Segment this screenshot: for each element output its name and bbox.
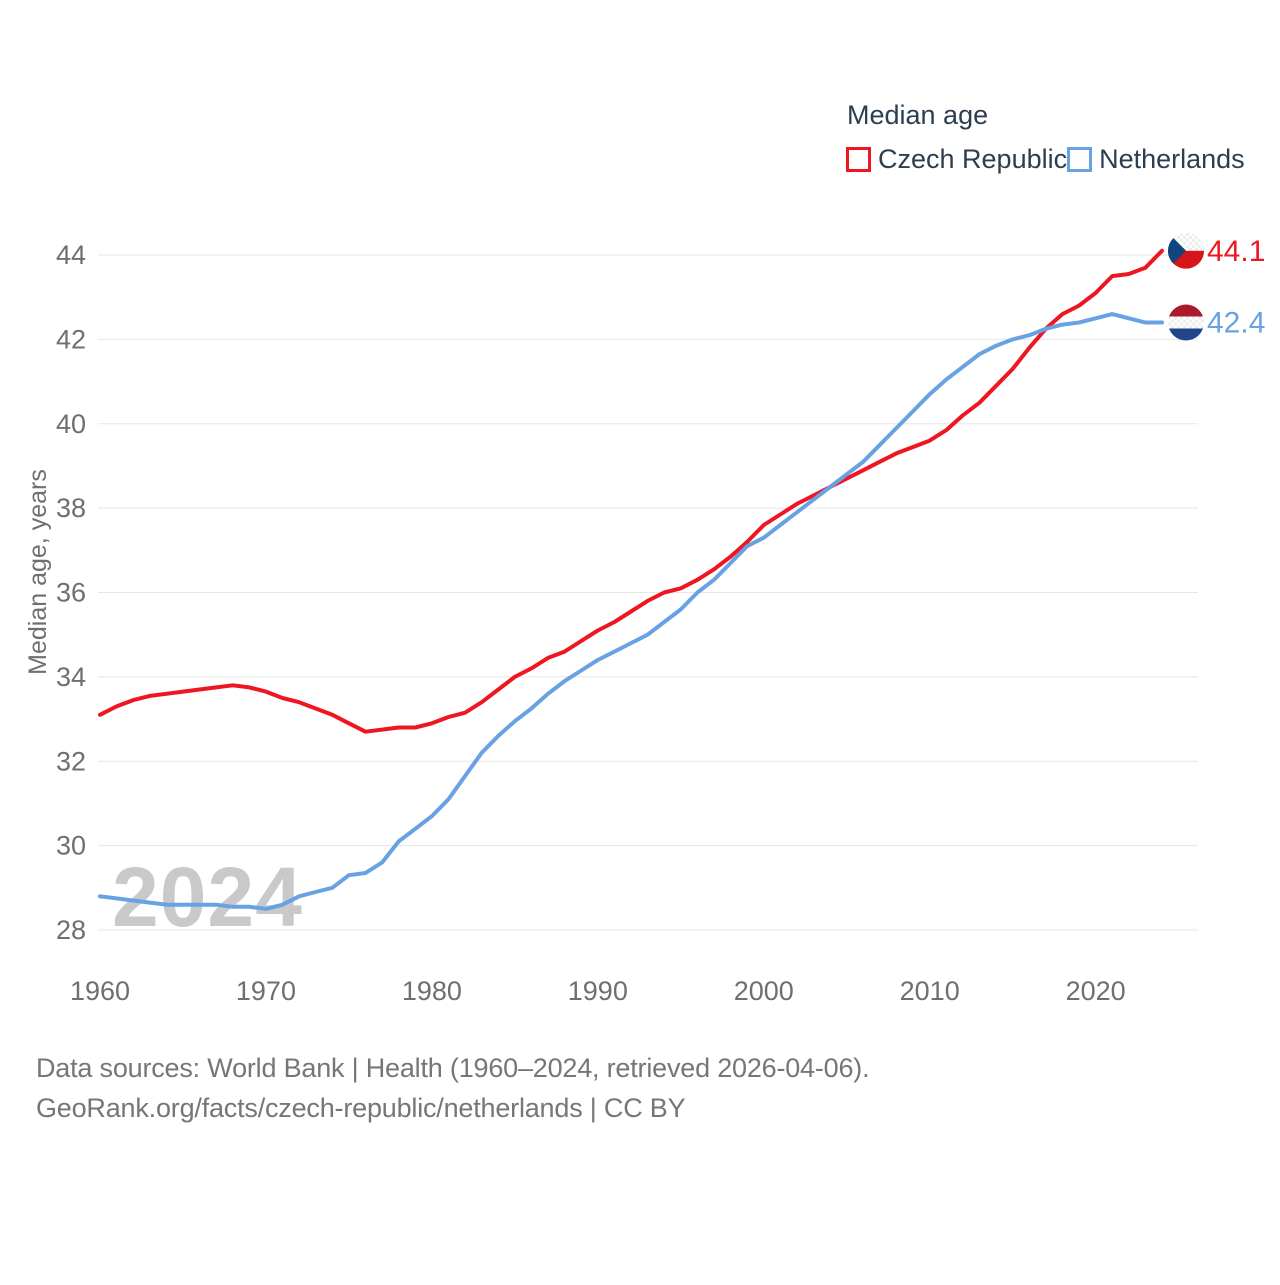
czech-flag-icon bbox=[1168, 232, 1204, 269]
line-czech-republic bbox=[98, 248, 1164, 734]
y-tick-label-44: 44 bbox=[56, 240, 86, 270]
axis-labels: 28 30 32 34 36 38 40 42 44 1960 1970 1980 1990 2000 20… bbox=[56, 240, 1126, 1006]
y-tick-label-38: 38 bbox=[56, 493, 86, 523]
y-tick-label-36: 36 bbox=[56, 578, 86, 608]
x-tick-label-1980: 1980 bbox=[402, 976, 462, 1006]
y-tick-label-32: 32 bbox=[56, 746, 86, 776]
czech-republic-swatch-icon[interactable] bbox=[846, 147, 871, 172]
x-tick-label-1990: 1990 bbox=[568, 976, 628, 1006]
netherlands-flag-red-band bbox=[1168, 304, 1204, 317]
netherlands-flag-blue-band bbox=[1168, 328, 1204, 341]
netherlands-flag-icon bbox=[1168, 304, 1204, 341]
footer: Data sources: World Bank | Health (1960–… bbox=[36, 1048, 870, 1128]
legend-item-czech-republic[interactable]: Czech Republic bbox=[846, 144, 1067, 175]
x-tick-label-2000: 2000 bbox=[734, 976, 794, 1006]
legend: Median age Czech Republic Netherlands bbox=[846, 100, 1245, 175]
x-tick-label-1960: 1960 bbox=[70, 976, 130, 1006]
y-tick-label-28: 28 bbox=[56, 915, 86, 945]
netherlands-swatch-icon[interactable] bbox=[1067, 147, 1093, 172]
attribution-line[interactable]: GeoRank.org/facts/czech-republic/netherl… bbox=[36, 1093, 686, 1123]
y-axis-title: Median age, years bbox=[24, 469, 52, 675]
x-tick-label-2010: 2010 bbox=[900, 976, 960, 1006]
x-tick-label-2020: 2020 bbox=[1066, 976, 1126, 1006]
line-netherlands bbox=[98, 312, 1164, 911]
y-tick-label-40: 40 bbox=[56, 409, 86, 439]
chart-title: Median age bbox=[847, 100, 989, 130]
legend-label-netherlands: Netherlands bbox=[1099, 144, 1245, 174]
watermark-year: 2024 bbox=[112, 850, 303, 944]
y-tick-label-30: 30 bbox=[56, 831, 86, 861]
czech-end-value-label: 44.1 bbox=[1207, 235, 1265, 268]
netherlands-end-value-label: 42.4 bbox=[1207, 307, 1265, 340]
gridlines bbox=[98, 254, 1198, 931]
y-tick-label-42: 42 bbox=[56, 324, 86, 354]
data-source-line: Data sources: World Bank | Health (1960–… bbox=[36, 1053, 870, 1083]
czech-flag-blue-wedge bbox=[1168, 232, 1186, 269]
legend-item-netherlands[interactable]: Netherlands bbox=[1067, 144, 1245, 175]
y-tick-label-34: 34 bbox=[56, 662, 86, 692]
x-tick-label-1970: 1970 bbox=[236, 976, 296, 1006]
legend-label-czech-republic: Czech Republic bbox=[878, 144, 1068, 174]
data-series bbox=[98, 248, 1164, 911]
netherlands-flag-white-band bbox=[1168, 316, 1204, 329]
legend-row: Czech Republic Netherlands bbox=[846, 144, 1245, 175]
